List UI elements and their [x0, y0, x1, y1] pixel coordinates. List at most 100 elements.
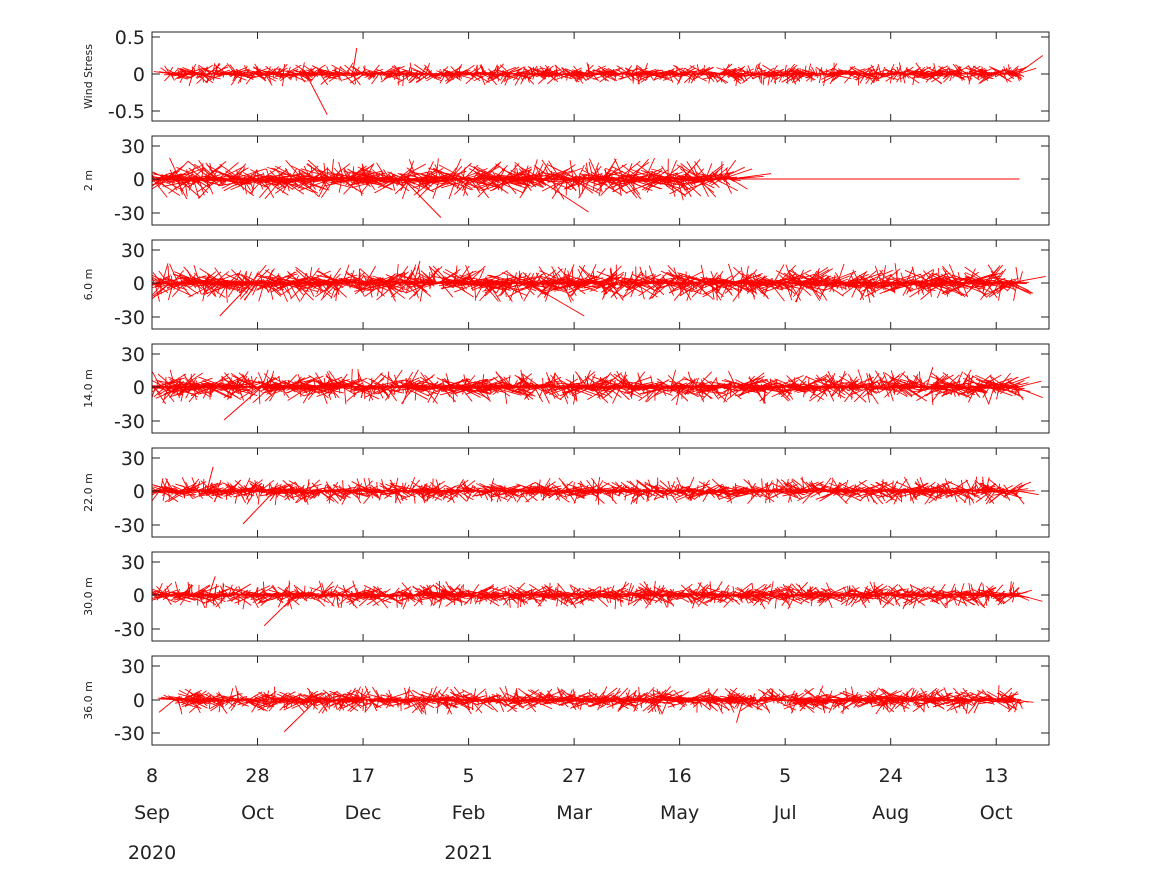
stick: [585, 162, 590, 180]
stick: [310, 72, 319, 75]
stick: [184, 73, 202, 75]
y-tick-label: -0.5: [108, 101, 145, 123]
stick: [885, 73, 897, 82]
stick: [238, 173, 256, 180]
stick: [533, 66, 535, 75]
stick: [326, 282, 335, 288]
stick: [865, 73, 874, 85]
stick: [454, 178, 471, 195]
stick: [385, 73, 394, 78]
stick: [683, 73, 695, 84]
stick: [690, 73, 697, 84]
stick: [332, 70, 348, 75]
stick: [699, 178, 709, 197]
stick: [342, 73, 361, 81]
stick: [330, 282, 348, 298]
stick: [286, 70, 298, 75]
stick: [225, 280, 242, 284]
stick: [801, 69, 819, 75]
stick: [477, 178, 496, 198]
stick: [317, 169, 341, 180]
stick: [389, 73, 398, 77]
stick: [187, 160, 212, 180]
y-tick-label: 0: [133, 64, 145, 86]
stick: [626, 70, 631, 75]
stick: [397, 163, 426, 180]
stick: [573, 176, 589, 180]
stick: [946, 67, 965, 75]
stick: [330, 282, 338, 299]
stick: [281, 277, 309, 284]
stick: [264, 268, 275, 284]
stick-burst: [352, 48, 358, 75]
stick: [831, 73, 843, 82]
stick: [1007, 73, 1014, 77]
stick: [203, 178, 208, 183]
stick: [474, 178, 508, 189]
stick: [152, 276, 161, 284]
stick: [449, 165, 463, 180]
stick: [227, 282, 238, 298]
stick: [152, 174, 156, 180]
stick: [473, 73, 489, 82]
stick: [227, 72, 234, 75]
stick: [829, 67, 834, 75]
stick: [1007, 73, 1015, 80]
stick: [479, 64, 485, 75]
stick: [253, 170, 257, 180]
stick: [340, 66, 350, 75]
stick: [1003, 73, 1008, 83]
stick: [406, 282, 409, 290]
stick: [829, 73, 839, 76]
stick: [426, 73, 442, 82]
stick: [697, 173, 727, 180]
stick: [450, 66, 459, 75]
stick: [621, 73, 624, 79]
stick: [267, 166, 301, 180]
stick: [942, 73, 951, 80]
stick: [333, 73, 347, 79]
stick: [1003, 70, 1019, 75]
stick: [825, 70, 837, 75]
stick: [207, 178, 225, 187]
stick: [946, 72, 949, 75]
stick: [490, 73, 505, 79]
stick: [691, 73, 705, 81]
stick: [234, 73, 241, 80]
stick: [207, 73, 213, 81]
stick: [448, 178, 457, 200]
stick: [625, 67, 633, 75]
stick: [999, 73, 1006, 79]
stick: [684, 178, 708, 196]
stick: [205, 279, 233, 284]
stick: [242, 172, 257, 180]
stick: [408, 71, 414, 75]
stick: [668, 69, 682, 75]
stick: [983, 73, 997, 81]
stick: [428, 167, 460, 180]
stick: [691, 73, 707, 82]
stick: [725, 171, 733, 180]
stick: [687, 177, 724, 180]
stick: [196, 73, 208, 85]
stick: [299, 73, 311, 82]
stick: [679, 178, 684, 187]
stick: [268, 73, 272, 84]
stick: [632, 72, 643, 75]
stick: [662, 73, 680, 81]
stick: [166, 282, 176, 290]
stick: [1016, 67, 1037, 75]
stick: [316, 278, 345, 284]
stick: [815, 68, 818, 75]
stick: [362, 70, 368, 75]
stick: [304, 178, 330, 181]
stick: [619, 178, 624, 192]
stick: [902, 73, 907, 76]
stick: [421, 176, 453, 180]
stick: [530, 178, 548, 188]
stick: [621, 178, 627, 182]
stick: [349, 282, 353, 288]
stick: [730, 178, 748, 190]
stick: [347, 178, 382, 186]
stick: [637, 73, 640, 81]
